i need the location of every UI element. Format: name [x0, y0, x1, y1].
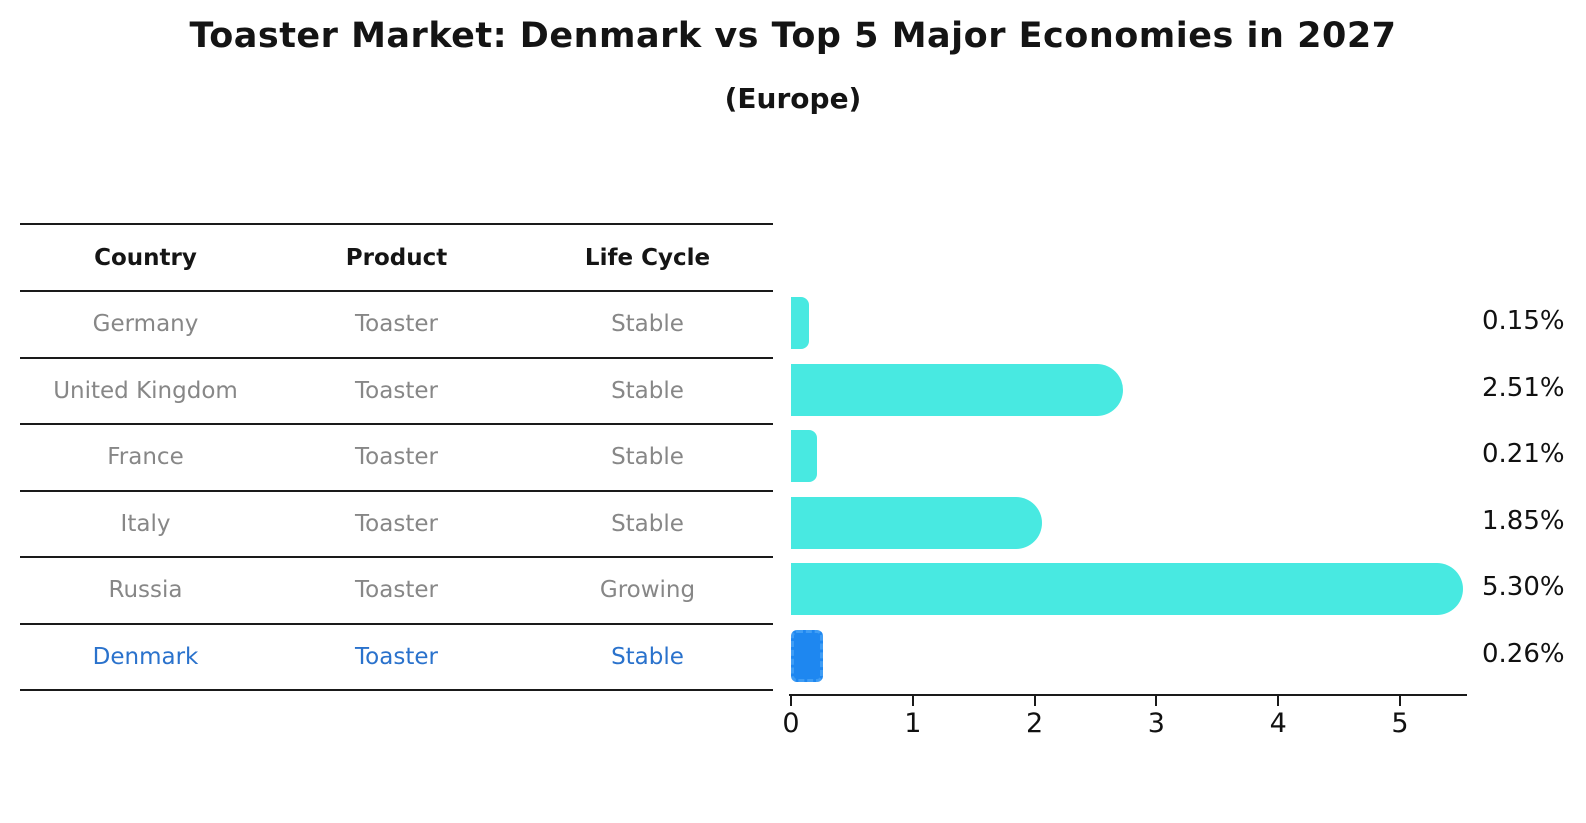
- table-row-united-kingdom: United Kingdom Toaster Stable: [20, 359, 773, 425]
- value-label-germany: 0.15%: [1482, 306, 1565, 336]
- table-cell-life-cycle: Stable: [611, 510, 684, 537]
- x-axis-tick-label: 3: [1147, 708, 1165, 739]
- x-axis-tick-label: 4: [1269, 708, 1287, 739]
- table-cell-life-cycle: Stable: [611, 377, 684, 404]
- table-cell-country: Russia: [108, 577, 183, 604]
- table-cell-country: United Kingdom: [53, 377, 238, 404]
- bar-united-kingdom: [791, 363, 1123, 416]
- table-cell-life-cycle: Stable: [611, 444, 684, 471]
- x-axis-tick-label: 2: [1026, 708, 1044, 739]
- table-cell-product: Toaster: [355, 510, 438, 537]
- x-axis-tick: [1155, 696, 1158, 706]
- x-axis-tick-label: 1: [904, 708, 922, 739]
- value-label-russia: 5.30%: [1482, 572, 1565, 602]
- value-label-denmark: 0.26%: [1482, 638, 1565, 669]
- table-cell-life-cycle: Growing: [599, 577, 696, 604]
- chart-title: Toaster Market: Denmark vs Top 5 Major E…: [189, 16, 1397, 56]
- table-row-france: France Toaster Stable: [20, 425, 773, 492]
- x-axis-tick: [790, 696, 792, 706]
- table-cell-product: Toaster: [355, 311, 438, 338]
- table-cell-country: Denmark: [92, 643, 199, 670]
- table-cell-product: Toaster: [355, 643, 438, 670]
- x-axis-tick: [1399, 696, 1401, 706]
- bar-france: [791, 430, 817, 482]
- table-cell-product: Toaster: [355, 444, 438, 471]
- value-label-italy: 1.85%: [1482, 505, 1565, 536]
- country-table: Country Product Life Cycle Germany Toaster St…: [20, 223, 773, 691]
- table-row-germany: Germany Toaster Stable: [20, 292, 773, 359]
- x-axis-tick-label: 5: [1391, 708, 1409, 739]
- bar-germany: [791, 297, 809, 349]
- value-label-united-kingdom: 2.51%: [1482, 372, 1565, 403]
- table-cell-product: Toaster: [355, 577, 438, 604]
- x-axis-tick: [1033, 696, 1036, 706]
- chart-subtitle: (Europe): [724, 82, 862, 115]
- x-axis-tick: [1277, 696, 1280, 706]
- table-row-italy: Italy Toaster Stable: [20, 492, 773, 558]
- table-header-cell: Product: [345, 244, 448, 271]
- table-row-denmark: Denmark Toaster Stable: [20, 625, 773, 691]
- table-cell-country: Germany: [92, 311, 199, 338]
- table-cell-product: Toaster: [355, 377, 438, 404]
- value-label-france: 0.21%: [1482, 439, 1565, 469]
- table-header-cell: Country: [94, 244, 197, 271]
- bar-denmark: [791, 629, 823, 682]
- bar-italy: [791, 496, 1042, 549]
- table-row-russia: Russia Toaster Growing: [20, 558, 773, 625]
- bar-russia: [791, 563, 1463, 615]
- x-axis-line: [789, 694, 1467, 696]
- table-header-row: Country Product Life Cycle: [20, 225, 773, 292]
- table-header-cell: Life Cycle: [584, 244, 711, 271]
- x-axis-tick: [911, 696, 914, 706]
- x-axis-tick-label: 0: [782, 708, 800, 739]
- table-cell-life-cycle: Stable: [611, 643, 684, 670]
- table-cell-life-cycle: Stable: [611, 311, 684, 338]
- table-cell-country: Italy: [120, 510, 171, 537]
- table-cell-country: France: [107, 444, 184, 471]
